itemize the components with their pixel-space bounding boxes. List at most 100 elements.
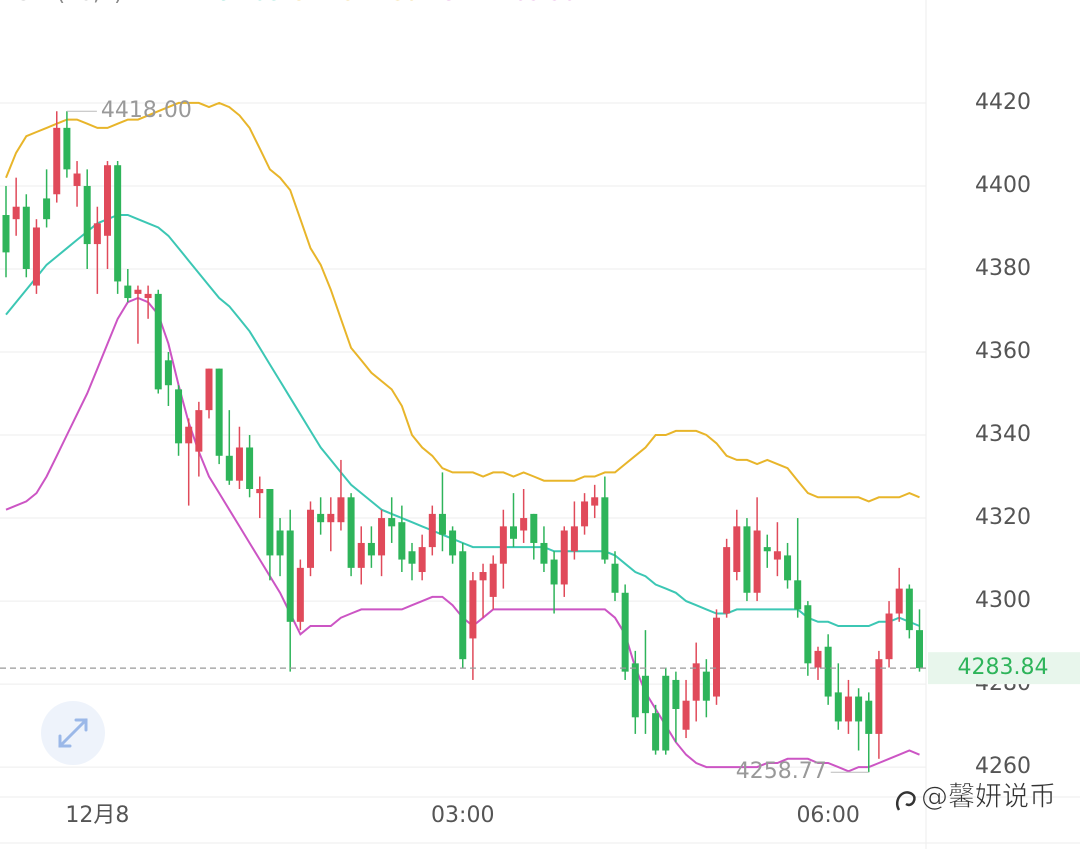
candle-body xyxy=(388,518,396,527)
candle-body xyxy=(246,447,254,489)
legend-label: MACD(12,26,9) xyxy=(0,847,167,849)
legend-item: UP:4324.80 xyxy=(291,0,419,6)
candle-body xyxy=(652,713,660,751)
candle-body xyxy=(367,542,375,556)
candle-body xyxy=(2,215,10,253)
watermark: @馨妍说币 xyxy=(895,781,1056,813)
candle-body xyxy=(114,165,122,282)
candle-body xyxy=(469,580,477,639)
candle-body xyxy=(733,526,741,573)
candle-body xyxy=(479,572,487,581)
candle-body xyxy=(489,563,497,597)
watermark-logo xyxy=(895,791,916,811)
candle-body xyxy=(581,501,589,527)
candle-body xyxy=(215,368,223,456)
candle-body xyxy=(357,542,365,568)
candle-body xyxy=(550,559,558,585)
candle-body xyxy=(865,700,873,734)
y-tick-label: 4360 xyxy=(975,339,1031,364)
candle-body xyxy=(743,526,751,593)
candle-body xyxy=(175,389,183,444)
grid xyxy=(0,102,926,768)
candle-body xyxy=(855,696,863,722)
candle-body xyxy=(32,227,40,286)
candle-body xyxy=(784,555,792,581)
candle-body xyxy=(104,165,111,236)
watermark-text: @馨妍说币 xyxy=(921,782,1056,813)
candle-body xyxy=(692,663,700,701)
candle-body xyxy=(662,675,670,751)
candle-body xyxy=(641,675,649,714)
candle-body xyxy=(844,696,852,722)
last-price-box xyxy=(928,652,1080,685)
candle-body xyxy=(398,522,406,560)
candle-body xyxy=(378,518,386,556)
candle-body xyxy=(93,223,101,245)
candle-body xyxy=(225,455,233,481)
y-tick-label: 4380 xyxy=(975,256,1031,281)
x-tick-label: 03:00 xyxy=(431,803,494,828)
candle-body xyxy=(337,497,345,523)
x-tick-label: 06:00 xyxy=(796,803,859,828)
legend-item: MID:4294.08 xyxy=(140,0,281,6)
candle-body xyxy=(611,563,619,593)
y-tick-label: 4420 xyxy=(975,90,1031,115)
candle-body xyxy=(591,497,599,506)
candle-body xyxy=(601,497,609,560)
candle-body xyxy=(286,530,294,622)
candle-body xyxy=(499,526,507,564)
max-label: 4418.00 xyxy=(101,98,192,123)
candle-body xyxy=(773,551,781,560)
candle-body xyxy=(916,630,923,669)
candle-body xyxy=(540,542,548,564)
candle-body xyxy=(702,671,710,701)
candle-body xyxy=(205,368,213,411)
candle-body xyxy=(631,663,639,718)
candle-body xyxy=(53,127,61,195)
candle-body xyxy=(235,447,243,481)
candle-body xyxy=(12,206,20,220)
expand-icon[interactable] xyxy=(58,718,88,748)
candle-body xyxy=(682,700,690,730)
legend-item: LOW:4263.36 xyxy=(429,0,577,6)
x-tick-label: 12月8 xyxy=(65,803,129,828)
candle-body xyxy=(296,567,304,622)
candle-body xyxy=(753,530,761,593)
candle-body xyxy=(195,410,203,452)
expand-button[interactable] xyxy=(41,701,105,765)
legend-item: MACD:2.02 xyxy=(406,847,528,849)
candle-body xyxy=(266,488,274,556)
candle-body xyxy=(73,173,81,186)
candle-body xyxy=(520,518,528,531)
candle-body xyxy=(570,526,578,552)
band-line xyxy=(5,101,920,503)
candle-body xyxy=(164,360,172,386)
y-tick-label: 4400 xyxy=(975,173,1031,198)
candle-body xyxy=(804,605,812,664)
min-label: 4258.77 xyxy=(736,759,827,784)
candle-body xyxy=(895,588,903,614)
candle-body xyxy=(621,592,629,672)
candle-body xyxy=(154,293,162,390)
candle-body xyxy=(794,580,802,610)
candle-body xyxy=(22,206,30,269)
candle-body xyxy=(763,547,771,552)
candle-body xyxy=(256,488,264,494)
candle-body xyxy=(347,497,355,568)
candle-body xyxy=(560,530,568,585)
candle-body xyxy=(834,692,842,722)
legend-label: BOLL(20,2): xyxy=(0,0,130,6)
candle-body xyxy=(459,551,467,660)
candle-body xyxy=(438,513,446,535)
candle-body xyxy=(185,426,193,444)
y-tick-label: 4320 xyxy=(975,505,1031,530)
candle-body xyxy=(144,293,152,299)
band-line xyxy=(5,296,920,773)
macd-legend: MACD(12,26,9) DIF:-3.53 DEA:-4.54 MACD:2.02 xyxy=(0,847,528,849)
candle-body xyxy=(713,617,720,697)
candle-body xyxy=(530,513,538,543)
candle-body xyxy=(824,646,832,697)
candle-body xyxy=(428,513,436,548)
candle-body xyxy=(449,530,457,556)
